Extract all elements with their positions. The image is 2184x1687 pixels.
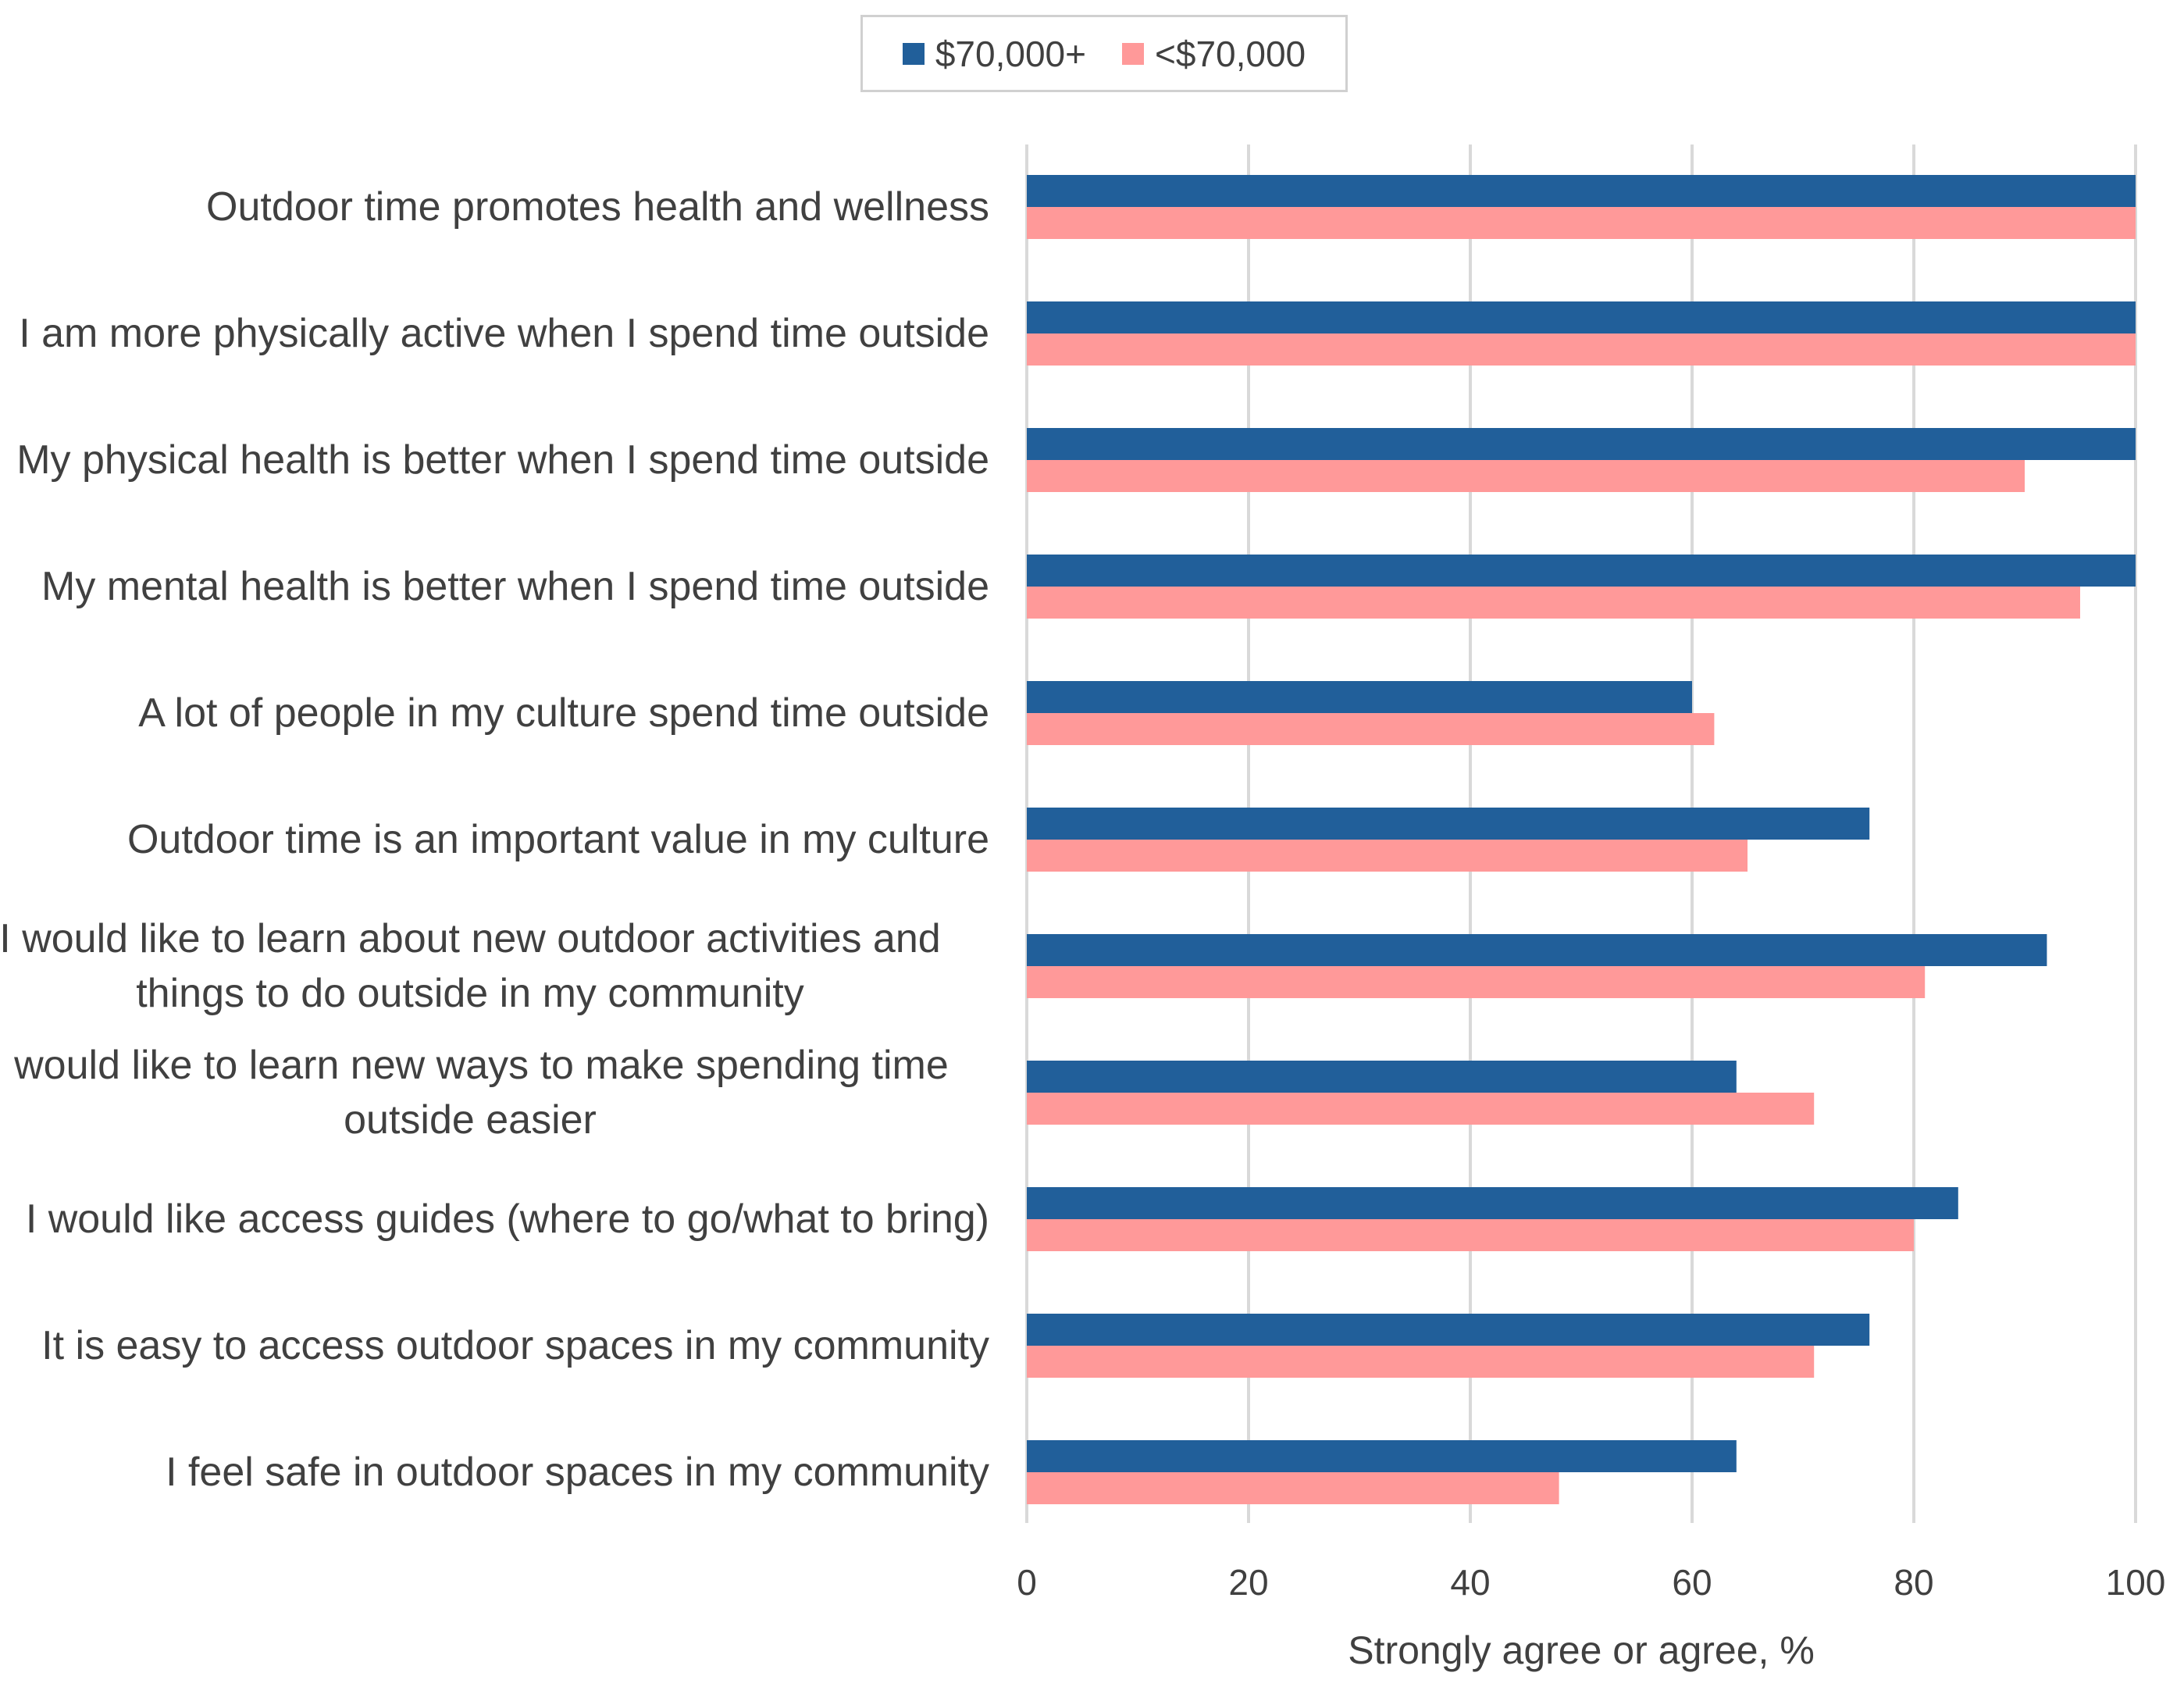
legend-label-low-income: <$70,000 <box>1155 33 1306 74</box>
category-label-line: I would like to learn new ways to make s… <box>0 1043 949 1088</box>
category-label-2: My physical health is better when I spen… <box>0 433 989 487</box>
bar-high-income-3 <box>1027 555 2136 587</box>
category-label-line: Outdoor time is an important value in my… <box>126 817 989 862</box>
category-label-0: Outdoor time promotes health and wellnes… <box>0 180 989 234</box>
legend-item-low-income: <$70,000 <box>1122 33 1306 75</box>
x-tick-labels: 0 20 40 60 80 100 <box>1017 1562 2165 1603</box>
bar-high-income-1 <box>1027 301 2136 333</box>
bar-high-income-0 <box>1027 175 2136 207</box>
category-label-line: It is easy to access outdoor spaces in m… <box>41 1323 989 1368</box>
category-label-7: I would like to learn new ways to make s… <box>0 1038 989 1147</box>
category-label-line: My mental health is better when I spend … <box>41 564 989 609</box>
bars <box>1027 175 2136 1504</box>
category-label-line: Outdoor time promotes health and wellnes… <box>206 184 989 230</box>
x-axis-title: Strongly agree or agree, % <box>1348 1628 1815 1672</box>
bar-low-income-3 <box>1027 587 2080 619</box>
category-label-10: I feel safe in outdoor spaces in my comm… <box>0 1445 989 1500</box>
bar-high-income-8 <box>1027 1187 1958 1219</box>
category-label-5: Outdoor time is an important value in my… <box>0 812 989 867</box>
bar-low-income-10 <box>1027 1472 1559 1504</box>
bar-high-income-10 <box>1027 1440 1737 1472</box>
category-label-line: My physical health is better when I spen… <box>16 437 989 483</box>
bar-high-income-7 <box>1027 1061 1737 1093</box>
bar-high-income-2 <box>1027 428 2136 460</box>
bar-low-income-9 <box>1027 1346 1815 1378</box>
category-label-4: A lot of people in my culture spend time… <box>0 686 989 740</box>
x-tick-label-80: 80 <box>1894 1562 1933 1603</box>
legend-item-high-income: $70,000+ <box>902 33 1086 75</box>
bar-high-income-4 <box>1027 681 1692 713</box>
x-tick-label-100: 100 <box>2106 1562 2166 1603</box>
category-label-line: I feel safe in outdoor spaces in my comm… <box>166 1450 989 1495</box>
legend: $70,000+ <$70,000 <box>860 15 1348 92</box>
bar-low-income-1 <box>1027 333 2136 366</box>
bar-low-income-8 <box>1027 1219 1914 1251</box>
bar-low-income-6 <box>1027 966 1926 998</box>
bar-low-income-2 <box>1027 460 2025 492</box>
bar-low-income-5 <box>1027 840 1748 872</box>
x-tick-label-20: 20 <box>1228 1562 1268 1603</box>
category-label-3: My mental health is better when I spend … <box>0 559 989 614</box>
category-label-line: I would like access guides (where to go/… <box>25 1197 989 1242</box>
category-label-line: I am more physically active when I spend… <box>19 311 989 356</box>
x-tick-label-40: 40 <box>1450 1562 1490 1603</box>
bar-low-income-4 <box>1027 713 1715 745</box>
legend-swatch-high-income <box>902 42 925 65</box>
legend-swatch-low-income <box>1122 42 1144 65</box>
bar-high-income-9 <box>1027 1314 1870 1346</box>
category-label-8: I would like access guides (where to go/… <box>0 1192 989 1247</box>
bar-low-income-0 <box>1027 207 2136 239</box>
legend-label-high-income: $70,000+ <box>935 33 1086 74</box>
x-tick-label-60: 60 <box>1672 1562 1712 1603</box>
category-label-line: outside easier <box>344 1097 597 1143</box>
category-label-6: I would like to learn about new outdoor … <box>0 911 989 1021</box>
category-label-line: I would like to learn about new outdoor … <box>0 916 941 961</box>
category-label-9: It is easy to access outdoor spaces in m… <box>0 1318 989 1373</box>
bar-low-income-7 <box>1027 1093 1815 1125</box>
category-label-line: things to do outside in my community <box>136 971 804 1016</box>
category-label-line: A lot of people in my culture spend time… <box>138 690 989 736</box>
bar-high-income-6 <box>1027 934 2047 966</box>
category-label-1: I am more physically active when I spend… <box>0 306 989 361</box>
bar-high-income-5 <box>1027 808 1870 840</box>
x-tick-label-0: 0 <box>1017 1562 1037 1603</box>
